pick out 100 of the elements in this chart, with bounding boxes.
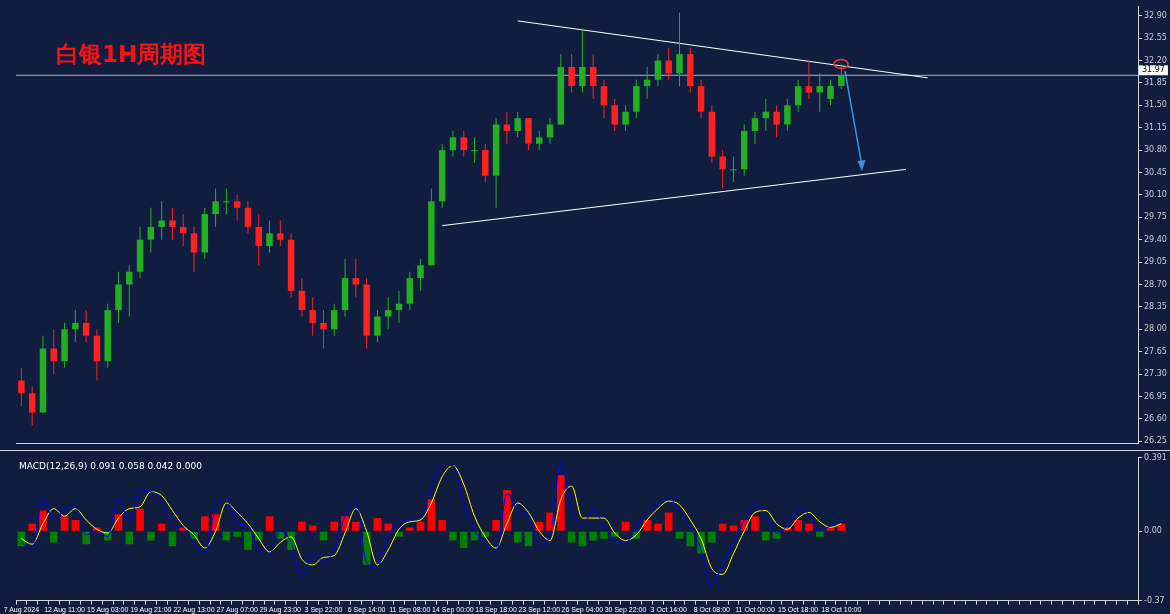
y-tick-label: 28.35	[1144, 301, 1167, 311]
bar	[492, 519, 500, 531]
candlestick	[417, 258, 424, 292]
y-tick-label: 28.70	[1144, 279, 1167, 289]
candlestick	[794, 79, 802, 113]
bar	[147, 531, 155, 541]
bar	[718, 523, 727, 531]
candlestick	[460, 130, 467, 158]
candlestick	[18, 367, 25, 407]
chart-title: MACD(12,26,9) 0.091 0.058 0.042 0.000	[19, 460, 203, 471]
y-tick-label: 27.65	[1144, 346, 1167, 356]
bar	[28, 523, 36, 531]
candlestick	[838, 63, 845, 90]
candlestick	[72, 309, 79, 343]
bar	[449, 531, 457, 541]
y-tick-label: 29.40	[1144, 234, 1167, 244]
bar	[751, 516, 759, 531]
bar	[373, 518, 382, 531]
bar	[762, 531, 770, 541]
candlestick	[827, 79, 834, 106]
candlestick	[298, 277, 306, 317]
bar	[60, 516, 69, 531]
bar	[244, 531, 252, 550]
candlestick	[654, 53, 662, 87]
bar	[352, 521, 360, 531]
candlestick	[277, 220, 284, 247]
bar	[589, 531, 597, 541]
bar	[654, 523, 662, 531]
bar	[729, 525, 738, 531]
candlestick	[449, 130, 457, 158]
candlestick	[816, 72, 823, 113]
bar	[49, 531, 58, 543]
bar	[459, 531, 468, 549]
bar	[233, 531, 241, 537]
candlestick	[568, 53, 575, 94]
y-tick-label: 32.55	[1144, 33, 1167, 43]
candlestick	[384, 296, 392, 330]
bar	[136, 508, 144, 531]
candlestick	[158, 200, 165, 241]
bar	[82, 531, 90, 545]
bar	[675, 531, 684, 539]
candlestick	[126, 264, 133, 317]
candlestick	[536, 130, 543, 151]
y-tick-label: 31.15	[1144, 122, 1167, 132]
bar	[794, 519, 802, 531]
y-tick-label: 0.00	[1144, 526, 1162, 536]
bar	[201, 516, 209, 531]
candlestick	[320, 309, 327, 349]
bar	[805, 523, 813, 531]
bar	[664, 512, 673, 531]
y-tick-label: 29.05	[1144, 257, 1167, 267]
candlestick	[169, 207, 176, 241]
bar	[319, 531, 328, 541]
candlestick	[611, 98, 618, 132]
y-tick-label: 31.50	[1144, 100, 1167, 110]
bar	[708, 531, 716, 543]
y-tick-label: 27.30	[1144, 369, 1167, 379]
ref-line-label: 31.97	[1142, 65, 1165, 75]
bar	[438, 519, 446, 531]
candlestick	[147, 207, 155, 254]
bar	[222, 531, 231, 541]
candlestick	[50, 328, 57, 375]
candlestick	[471, 136, 478, 164]
bar	[157, 523, 166, 531]
candlestick	[589, 53, 597, 100]
candlestick	[514, 111, 521, 138]
bar	[416, 521, 425, 531]
y-tick-label: 30.45	[1144, 167, 1167, 177]
candlestick	[719, 149, 726, 190]
y-tick-label: 32.90	[1144, 10, 1167, 20]
bar	[298, 521, 306, 531]
bar	[406, 527, 414, 531]
candlestick	[223, 188, 230, 215]
bar	[265, 516, 274, 531]
bar	[71, 519, 80, 531]
y-tick-label: 26.95	[1144, 391, 1167, 401]
bar	[308, 525, 317, 531]
candlestick	[331, 303, 338, 337]
y-tick-label: 29.75	[1144, 212, 1167, 222]
candlestick	[676, 12, 683, 87]
y-tick-label: 30.10	[1144, 190, 1167, 199]
candlestick	[212, 188, 219, 228]
y-tick-label: 0.391	[1144, 452, 1167, 462]
candlestick	[374, 309, 381, 343]
bar	[621, 521, 630, 531]
candlestick	[233, 194, 241, 222]
y-tick-label: 31.85	[1144, 78, 1167, 88]
bar	[330, 521, 339, 531]
candlestick	[82, 309, 90, 343]
bar	[384, 523, 392, 531]
candlestick	[579, 28, 586, 94]
bar	[815, 531, 824, 537]
y-tick-label: 26.25	[1144, 436, 1167, 446]
candlestick	[773, 104, 780, 138]
y-tick-label: -0.37	[1144, 595, 1165, 605]
candlestick	[600, 79, 608, 119]
bar	[600, 531, 608, 539]
candlestick	[784, 98, 791, 132]
candlestick	[255, 213, 262, 266]
candlestick	[665, 47, 672, 81]
